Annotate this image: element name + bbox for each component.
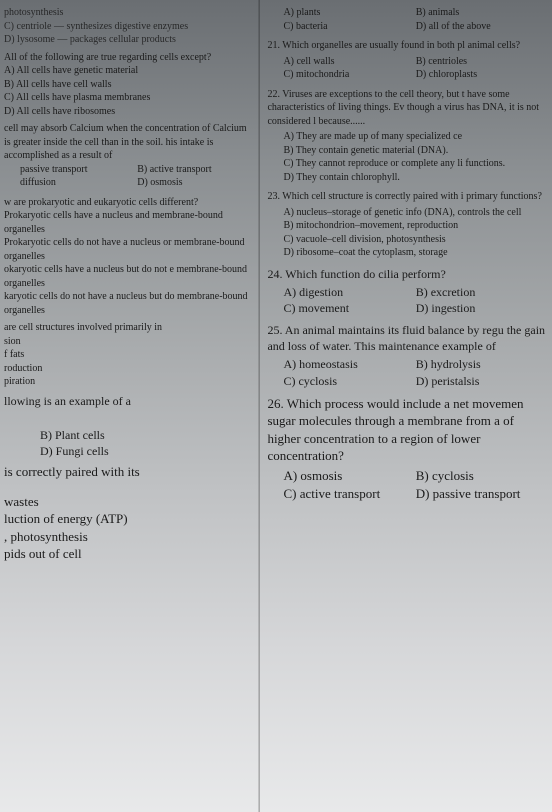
q26-opts: A) osmosis B) cyclosis C) active transpo… (283, 467, 548, 502)
opt: A) All cells have genetic material (4, 64, 254, 78)
opt: C) mitochondria (283, 68, 415, 82)
opt: roduction (4, 362, 254, 376)
opt: A) digestion (283, 284, 415, 300)
opt: D) ingestion (416, 300, 548, 316)
opt: A) cell walls (283, 55, 415, 69)
frag-centriole: C) centriole — synthesizes digestive enz… (4, 20, 254, 34)
opt: B) active transport (137, 163, 254, 177)
q22: 22. Viruses are exceptions to the cell t… (267, 88, 548, 129)
opt: B) hydrolysis (416, 356, 548, 372)
q21-opts: A) cell walls B) centrioles C) mitochond… (283, 55, 548, 82)
opt: C) vacuole–cell division, photosynthesis (283, 233, 548, 247)
opt: C) active transport (283, 485, 415, 503)
q-example: llowing is an example of a (4, 393, 254, 409)
opt: A) homeostasis (283, 356, 415, 372)
q23-opts: A) nucleus–storage of genetic info (DNA)… (283, 206, 548, 260)
opt: B) mitochondrion–movement, reproduction (283, 219, 548, 233)
q23: 23. Which cell structure is correctly pa… (267, 190, 548, 204)
opt: D) chloroplasts (416, 68, 548, 82)
worksheet-page: photosynthesis C) centriole — synthesize… (0, 0, 552, 812)
opt: , photosynthesis (4, 528, 254, 546)
opt: pids out of cell (4, 545, 254, 563)
opt: Prokaryotic cells do not have a nucleus … (4, 236, 254, 263)
opt: piration (4, 375, 254, 389)
top-opts: A) plants B) animals C) bacteria D) all … (283, 6, 548, 33)
opt: f fats (4, 348, 254, 362)
opt: C) bacteria (283, 20, 415, 34)
opt: A) plants (283, 6, 415, 20)
opt: D) ribosome–coat the cytoplasm, storage (283, 246, 548, 260)
opt: B) animals (416, 6, 548, 20)
opt: C) All cells have plasma membranes (4, 91, 254, 105)
q25: 25. An animal maintains its fluid balanc… (267, 322, 548, 354)
opt: D) all of the above (416, 20, 548, 34)
q25-opts: A) homeostasis B) hydrolysis C) cyclosis… (283, 356, 548, 388)
frag-photosynthesis: photosynthesis (4, 6, 254, 20)
opt: D) passive transport (416, 485, 548, 503)
q-paired: is correctly paired with its (4, 463, 254, 481)
opt: B) Plant cells (40, 427, 254, 443)
opt: A) They are made up of many specialized … (283, 130, 548, 144)
left-column: photosynthesis C) centriole — synthesize… (0, 0, 259, 812)
column-divider (259, 0, 260, 812)
q-pro-euk: w are prokaryotic and eukaryotic cells d… (4, 196, 254, 210)
opt: okaryotic cells have a nucleus but do no… (4, 263, 254, 290)
right-column: A) plants B) animals C) bacteria D) all … (259, 0, 552, 812)
q-struct: are cell structures involved primarily i… (4, 321, 254, 335)
q-all-following: All of the following are true regarding … (4, 51, 254, 65)
opt: D) peristalsis (416, 373, 548, 389)
opt: Prokaryotic cells have a nucleus and mem… (4, 209, 254, 236)
q24: 24. Which function do cilia perform? (267, 266, 548, 282)
opt: karyotic cells do not have a nucleus but… (4, 290, 254, 317)
opt: diffusion (20, 176, 137, 190)
opt: C) They cannot reproduce or complete any… (283, 157, 548, 171)
opt: A) nucleus–storage of genetic info (DNA)… (283, 206, 548, 220)
opt: B) excretion (416, 284, 548, 300)
opt: D) Fungi cells (40, 443, 254, 459)
opt: passive transport (20, 163, 137, 177)
opt: sion (4, 335, 254, 349)
q21: 21. Which organelles are usually found i… (267, 39, 548, 53)
q26: 26. Which process would include a net mo… (267, 395, 548, 465)
opt: B) cyclosis (416, 467, 548, 485)
opt: B) They contain genetic material (DNA). (283, 144, 548, 158)
q24-opts: A) digestion B) excretion C) movement D)… (283, 284, 548, 316)
opt: B) centrioles (416, 55, 548, 69)
opt: C) cyclosis (283, 373, 415, 389)
opt: D) osmosis (137, 176, 254, 190)
q22-opts: A) They are made up of many specialized … (283, 130, 548, 184)
opt: wastes (4, 493, 254, 511)
calcium-opts: passive transport B) active transport di… (20, 163, 254, 190)
opt: B) All cells have cell walls (4, 78, 254, 92)
opt: luction of energy (ATP) (4, 510, 254, 528)
frag-lysosome: D) lysosome — packages cellular products (4, 33, 254, 47)
opt: D) They contain chlorophyll. (283, 171, 548, 185)
q-calcium: cell may absorb Calcium when the concent… (4, 122, 254, 163)
opt: C) movement (283, 300, 415, 316)
opt: D) All cells have ribosomes (4, 105, 254, 119)
opt: A) osmosis (283, 467, 415, 485)
